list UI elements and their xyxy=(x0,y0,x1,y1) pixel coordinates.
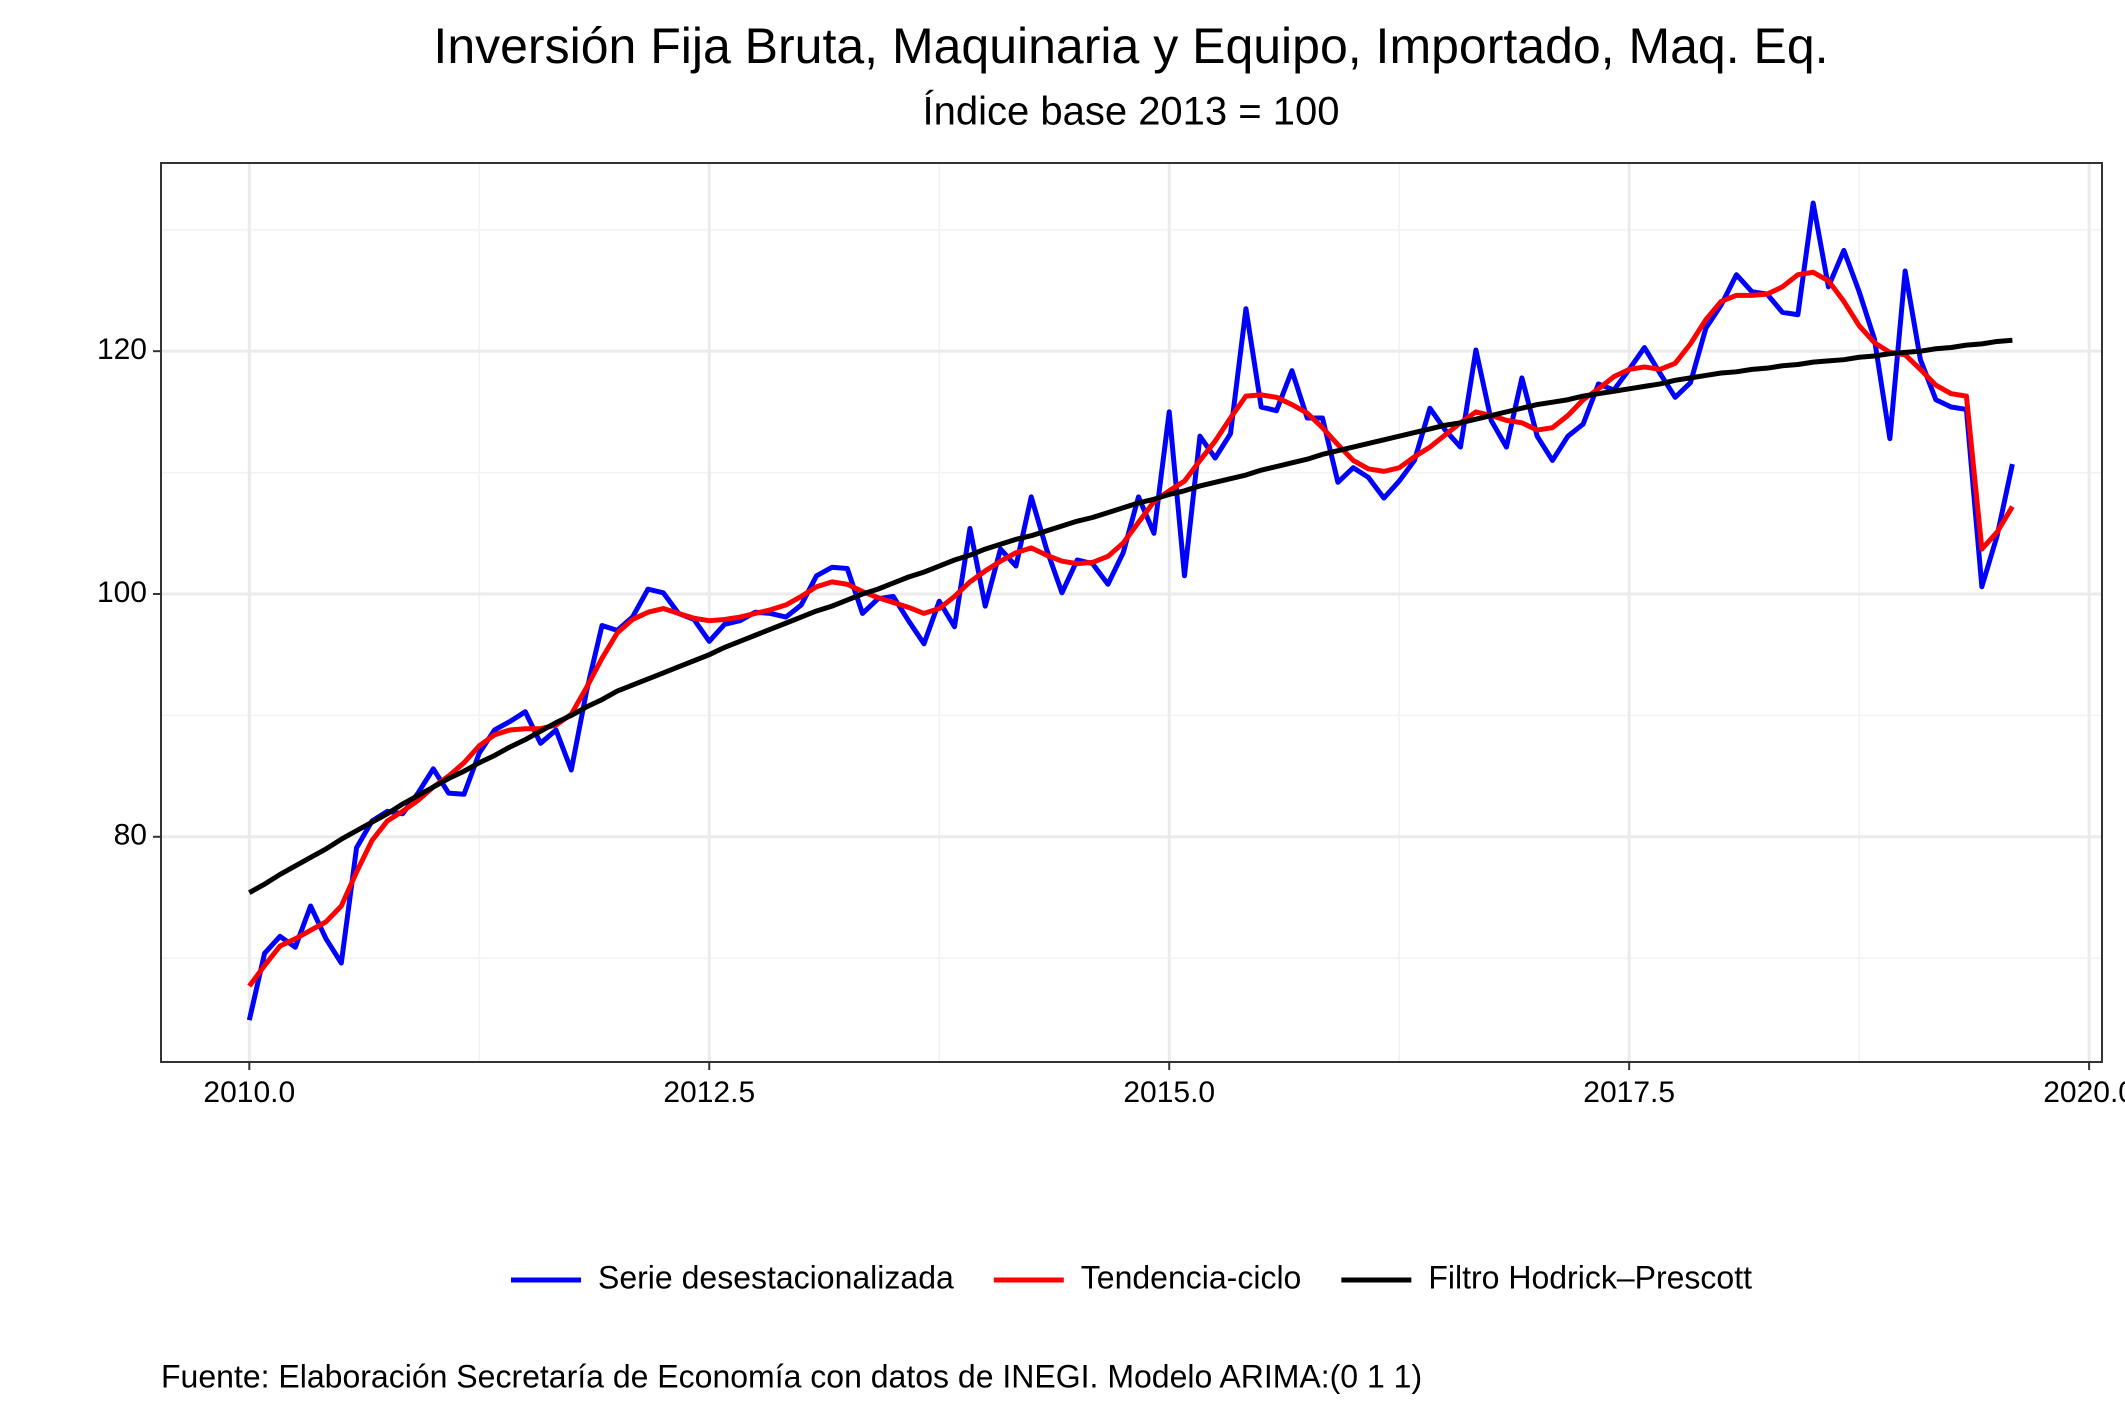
legend: Serie desestacionalizada Tendencia-ciclo F… xyxy=(511,1259,1752,1295)
legend-item: Serie desestacionalizada xyxy=(511,1259,954,1295)
legend-item: Filtro Hodrick–Prescott xyxy=(1341,1259,1752,1295)
series-line xyxy=(246,200,2015,1021)
caption: Fuente: Elaboración Secretaría de Econom… xyxy=(161,1358,1422,1394)
legend-label: Filtro Hodrick–Prescott xyxy=(1428,1259,1752,1295)
x-tick-label: 2020.0 xyxy=(2043,1076,2125,1109)
legend-label: Tendencia-ciclo xyxy=(1081,1259,1302,1295)
x-tick-label: 2012.5 xyxy=(663,1076,755,1109)
panel-border xyxy=(160,162,2103,1063)
x-tick-label: 2017.5 xyxy=(1583,1076,1675,1109)
y-tick-label: 100 xyxy=(97,576,147,609)
series-line xyxy=(248,337,2013,895)
x-tick-label: 2010.0 xyxy=(203,1076,295,1109)
chart-subtitle: Índice base 2013 = 100 xyxy=(922,89,1339,134)
y-tick-label: 120 xyxy=(97,333,147,366)
legend-item: Tendencia-ciclo xyxy=(993,1259,1302,1295)
chart-title: Inversión Fija Bruta, Maquinaria y Equip… xyxy=(433,18,1828,74)
x-tick-label: 2015.0 xyxy=(1123,1076,1215,1109)
y-tick-label: 80 xyxy=(114,819,147,852)
grid xyxy=(161,163,2102,1062)
legend-label: Serie desestacionalizada xyxy=(598,1259,954,1295)
lines xyxy=(246,200,2015,1021)
axes: 80 100 120 2010.0 2012.5 2015.0 2017.5 2020.0 xyxy=(97,333,2125,1109)
